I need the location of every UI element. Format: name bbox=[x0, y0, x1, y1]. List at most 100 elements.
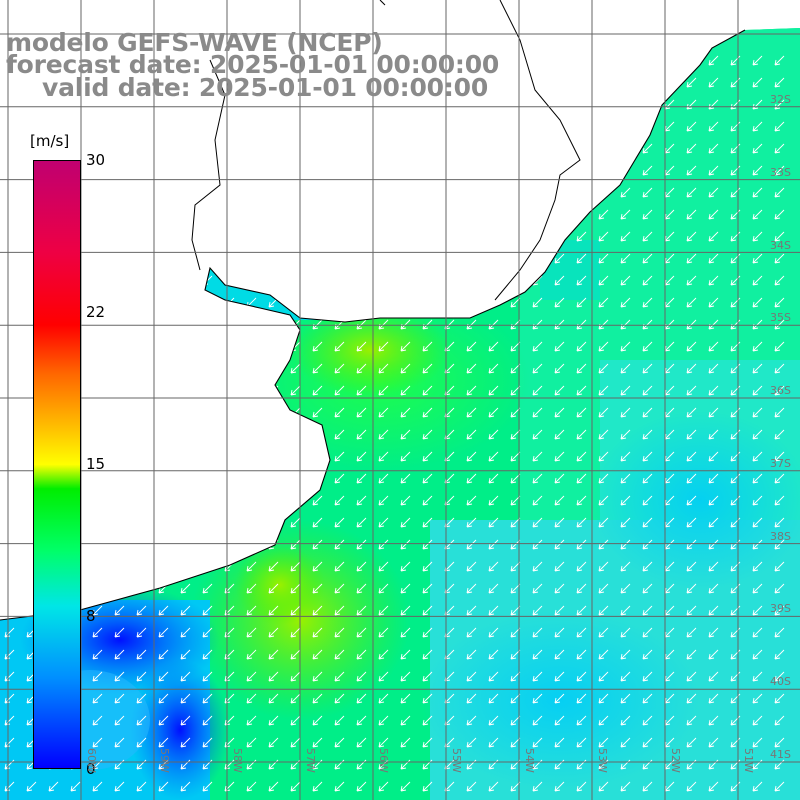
wind-arrow bbox=[180, 715, 191, 726]
wind-arrow bbox=[488, 99, 499, 110]
wind-arrow bbox=[312, 605, 323, 616]
wind-arrow bbox=[422, 187, 433, 198]
wind-arrow bbox=[202, 363, 213, 374]
wind-arrow bbox=[400, 539, 411, 550]
wind-arrow bbox=[246, 605, 257, 616]
wind-arrow bbox=[466, 517, 477, 528]
wind-arrow bbox=[334, 165, 345, 176]
wind-arrow bbox=[774, 231, 785, 242]
wind-arrow bbox=[642, 781, 653, 792]
wind-arrow bbox=[466, 781, 477, 792]
wind-arrow bbox=[752, 781, 763, 792]
wind-arrow bbox=[686, 473, 697, 484]
wind-arrow bbox=[114, 737, 125, 748]
wind-arrow bbox=[532, 495, 543, 506]
wind-arrow bbox=[488, 715, 499, 726]
wind-arrow bbox=[4, 297, 15, 308]
wind-arrow bbox=[400, 649, 411, 660]
wind-arrow bbox=[246, 473, 257, 484]
wind-arrow bbox=[92, 385, 103, 396]
wind-arrow bbox=[774, 187, 785, 198]
lat-label: 33S bbox=[770, 166, 791, 179]
wind-arrow bbox=[488, 253, 499, 264]
wind-arrow bbox=[598, 451, 609, 462]
wind-arrow bbox=[158, 187, 169, 198]
wind-arrow bbox=[334, 517, 345, 528]
wind-arrow bbox=[466, 165, 477, 176]
wind-arrow bbox=[774, 55, 785, 66]
wind-arrow bbox=[752, 363, 763, 374]
wind-arrow bbox=[488, 495, 499, 506]
wind-arrow bbox=[488, 671, 499, 682]
wind-arrow bbox=[334, 693, 345, 704]
wind-arrow bbox=[422, 429, 433, 440]
wind-arrow bbox=[202, 473, 213, 484]
wind-arrow bbox=[202, 209, 213, 220]
wind-arrow bbox=[642, 187, 653, 198]
wind-arrow bbox=[378, 693, 389, 704]
wind-arrow bbox=[554, 407, 565, 418]
wind-arrow bbox=[774, 627, 785, 638]
wind-arrow bbox=[422, 143, 433, 154]
wind-arrow bbox=[136, 385, 147, 396]
wind-arrow bbox=[774, 517, 785, 528]
wind-arrow bbox=[774, 165, 785, 176]
wind-arrow bbox=[466, 627, 477, 638]
wind-arrow bbox=[312, 583, 323, 594]
wind-arrow bbox=[708, 209, 719, 220]
wind-arrow bbox=[554, 275, 565, 286]
wind-arrow bbox=[422, 781, 433, 792]
wind-arrow bbox=[708, 649, 719, 660]
wind-arrow bbox=[708, 121, 719, 132]
wind-arrow bbox=[246, 143, 257, 154]
wind-arrow bbox=[752, 715, 763, 726]
wind-arrow bbox=[642, 495, 653, 506]
wind-arrow bbox=[356, 429, 367, 440]
wind-arrow bbox=[642, 451, 653, 462]
wind-arrow bbox=[70, 143, 81, 154]
wind-arrow bbox=[466, 539, 477, 550]
wind-arrow bbox=[378, 583, 389, 594]
wind-arrow bbox=[554, 363, 565, 374]
wind-arrow bbox=[114, 341, 125, 352]
wind-arrow bbox=[598, 231, 609, 242]
wind-arrow bbox=[290, 187, 301, 198]
colorbar-tick-0: 0 bbox=[86, 760, 96, 778]
wind-arrow bbox=[158, 363, 169, 374]
wind-arrow bbox=[488, 275, 499, 286]
wind-arrow bbox=[708, 715, 719, 726]
wind-arrow bbox=[400, 605, 411, 616]
wind-arrow bbox=[532, 77, 543, 88]
wind-arrow bbox=[4, 407, 15, 418]
wind-arrow bbox=[312, 187, 323, 198]
wind-arrow bbox=[708, 473, 719, 484]
wind-arrow bbox=[268, 363, 279, 374]
wind-arrow bbox=[642, 363, 653, 374]
wind-arrow bbox=[202, 561, 213, 572]
wind-arrow bbox=[356, 165, 367, 176]
wind-arrow bbox=[620, 649, 631, 660]
wind-arrow bbox=[246, 275, 257, 286]
wind-arrow bbox=[92, 363, 103, 374]
wind-arrow bbox=[642, 77, 653, 88]
wind-arrow bbox=[4, 209, 15, 220]
wind-arrow bbox=[224, 451, 235, 462]
wind-arrow bbox=[554, 231, 565, 242]
wind-arrow bbox=[4, 561, 15, 572]
wind-arrow bbox=[180, 341, 191, 352]
wind-arrow bbox=[180, 517, 191, 528]
wind-arrow bbox=[686, 649, 697, 660]
wind-arrow bbox=[708, 55, 719, 66]
wind-arrow bbox=[466, 253, 477, 264]
wind-arrow bbox=[466, 385, 477, 396]
wind-arrow bbox=[4, 363, 15, 374]
wind-arrow bbox=[114, 605, 125, 616]
lat-label: 41S bbox=[770, 748, 791, 761]
wind-arrow bbox=[532, 407, 543, 418]
wind-arrow bbox=[642, 539, 653, 550]
wind-arrow bbox=[576, 231, 587, 242]
wind-arrow bbox=[598, 253, 609, 264]
wind-arrow bbox=[158, 473, 169, 484]
wind-arrow bbox=[180, 627, 191, 638]
wind-arrow bbox=[598, 187, 609, 198]
